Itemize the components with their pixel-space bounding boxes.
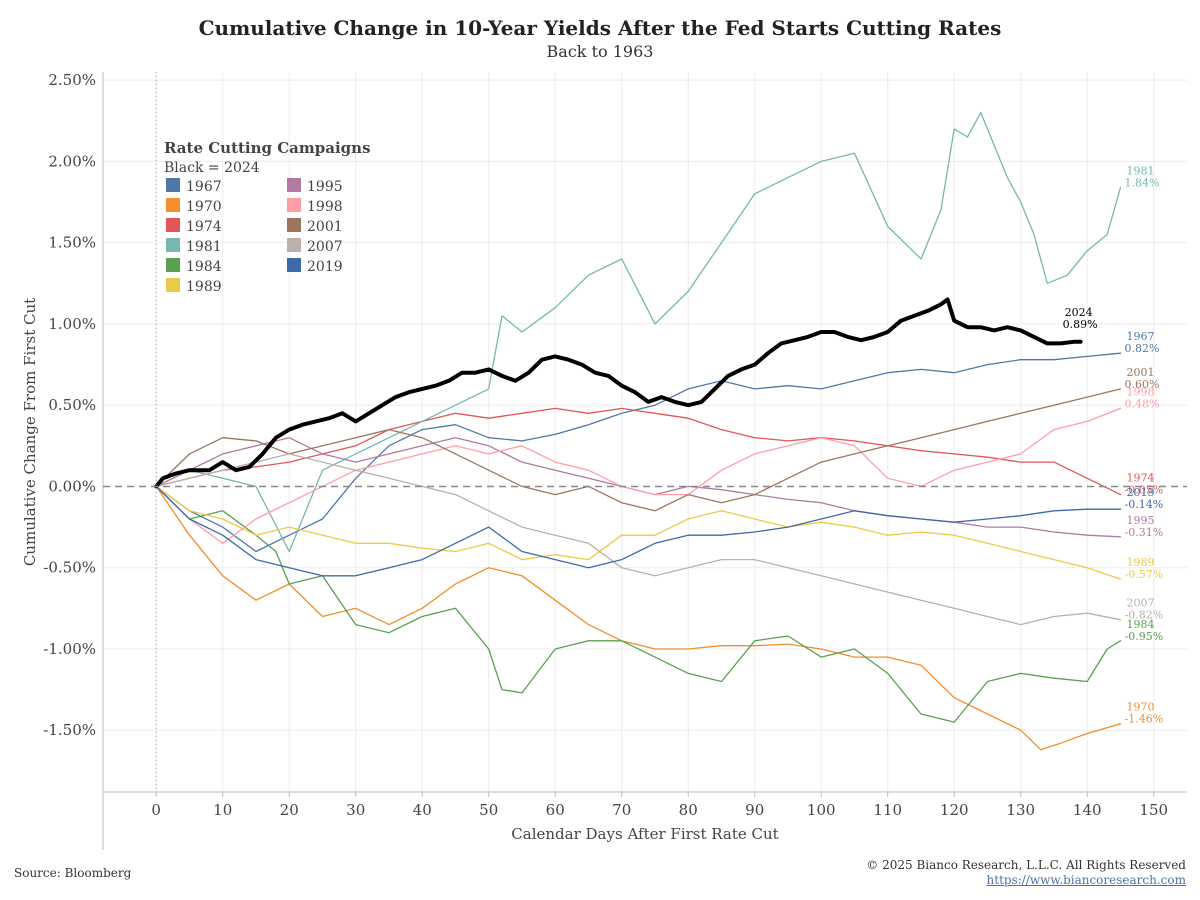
end-label-value: -0.31% (1124, 526, 1163, 539)
x-tick-label: 60 (546, 801, 565, 819)
legend-swatch-1984 (166, 258, 180, 272)
x-tick-label: 80 (679, 801, 698, 819)
x-tick-label: 40 (413, 801, 432, 819)
series-lines (154, 111, 1122, 751)
end-label-year: 1981 (1126, 164, 1154, 177)
end-label-year: 1998 (1126, 385, 1154, 398)
x-tick-label: 90 (745, 801, 764, 819)
legend-swatch-2001 (287, 218, 301, 232)
legend-item-label: 2007 (307, 239, 343, 255)
legend-swatch-1981 (166, 238, 180, 252)
copyright-note: © 2025 Bianco Research, L.L.C. All Right… (866, 858, 1186, 872)
x-tick-label: 30 (346, 801, 365, 819)
series-line-2024 (154, 297, 1083, 489)
legend-swatch-1989 (166, 278, 180, 292)
y-tick-label: -0.50% (43, 559, 96, 577)
end-label-value: 0.82% (1124, 342, 1159, 355)
series-line-1981 (155, 111, 1122, 553)
legend-item-label: 1974 (186, 219, 222, 235)
legend-swatch-1974 (166, 218, 180, 232)
source-note: Source: Bloomberg (14, 866, 132, 880)
legend: Rate Cutting Campaigns Black = 2024 1967 19… (164, 139, 371, 295)
series-line-2019 (155, 485, 1122, 577)
end-label-value: -0.95% (1124, 630, 1163, 643)
legend-swatch-1970 (166, 198, 180, 212)
legend-swatch-2019 (287, 258, 301, 272)
end-label-value: 0.89% (1063, 318, 1098, 331)
legend-item-label: 1995 (307, 179, 343, 195)
x-tick-label: 0 (151, 801, 161, 819)
end-label-value: -1.46% (1124, 713, 1163, 726)
legend-title: Rate Cutting Campaigns (164, 139, 371, 157)
series-line-1967 (155, 352, 1122, 553)
x-tick-label: 20 (280, 801, 299, 819)
legend-item-label: 1970 (186, 199, 222, 215)
legend-subtitle: Black = 2024 (164, 160, 260, 176)
y-tick-label: 1.50% (48, 234, 96, 252)
end-label-year: 2019 (1126, 486, 1154, 499)
series-line-1970 (155, 485, 1122, 751)
legend-item-label: 1989 (186, 279, 222, 295)
legend-item-label: 1967 (186, 179, 222, 195)
end-label-value: 1.84% (1124, 176, 1159, 189)
end-label-year: 1984 (1126, 618, 1154, 631)
legend-item-label: 2019 (307, 259, 343, 275)
end-label-value: -0.14% (1124, 498, 1163, 511)
x-tick-label: 130 (1006, 801, 1035, 819)
y-tick-label: 1.00% (48, 315, 96, 333)
legend-item-label: 1981 (186, 239, 222, 255)
series-line-1998 (155, 407, 1122, 544)
legend-swatch-1998 (287, 198, 301, 212)
legend-swatch-1995 (287, 178, 301, 192)
y-axis-title: Cumulative Change From First Cut (21, 298, 39, 566)
series-line-1974 (155, 407, 1122, 496)
end-label-value: 0.60% (1124, 378, 1159, 391)
y-tick-label: 0.50% (48, 396, 96, 414)
y-tick-label: -1.50% (43, 721, 96, 739)
x-tick-label: 110 (873, 801, 902, 819)
end-label-year: 1974 (1126, 472, 1154, 485)
website-link[interactable]: https://www.biancoresearch.com (986, 873, 1186, 887)
y-tick-label: 0.00% (48, 477, 96, 495)
x-axis-title: Calendar Days After First Rate Cut (511, 825, 778, 843)
legend-swatch-1967 (166, 178, 180, 192)
end-label-value: -0.82% (1124, 609, 1163, 622)
x-tick-label: 50 (479, 801, 498, 819)
end-label-year: 1989 (1126, 556, 1154, 569)
end-label-year: 2007 (1126, 597, 1154, 610)
series-line-1984 (155, 485, 1122, 723)
end-label-year: 2001 (1126, 366, 1154, 379)
end-label-value: -0.05% (1124, 484, 1163, 497)
y-tick-label: -1.00% (43, 640, 96, 658)
x-tick-label: 10 (213, 801, 232, 819)
series-line-1989 (155, 485, 1122, 580)
x-tick-label: 70 (612, 801, 631, 819)
chart-title: Cumulative Change in 10-Year Yields Afte… (198, 16, 1002, 40)
y-tick-label: 2.00% (48, 152, 96, 170)
legend-item-label: 1998 (307, 199, 343, 215)
end-label-year: 1970 (1126, 701, 1154, 714)
axes: 0 10 20 30 40 50 60 70 80 90 100 110 120 130 140 150 2.5… (21, 71, 1187, 850)
x-tick-label: 140 (1073, 801, 1102, 819)
chart-subtitle: Back to 1963 (546, 42, 654, 61)
series-line-2001 (155, 388, 1122, 512)
y-tick-label: 2.50% (48, 71, 96, 89)
x-tick-label: 150 (1139, 801, 1168, 819)
end-label-value: 0.48% (1124, 397, 1159, 410)
end-label-year: 1995 (1126, 514, 1154, 527)
end-label-year: 1967 (1126, 330, 1154, 343)
legend-swatch-2007 (287, 238, 301, 252)
x-tick-label: 100 (807, 801, 836, 819)
grid-lines (103, 72, 1187, 792)
series-line-2007 (155, 453, 1122, 626)
x-tick-label: 120 (940, 801, 969, 819)
end-label-year: 2024 (1065, 306, 1093, 319)
end-label-value: -0.57% (1124, 568, 1163, 581)
legend-item-label: 2001 (307, 219, 343, 235)
legend-item-label: 1984 (186, 259, 222, 275)
